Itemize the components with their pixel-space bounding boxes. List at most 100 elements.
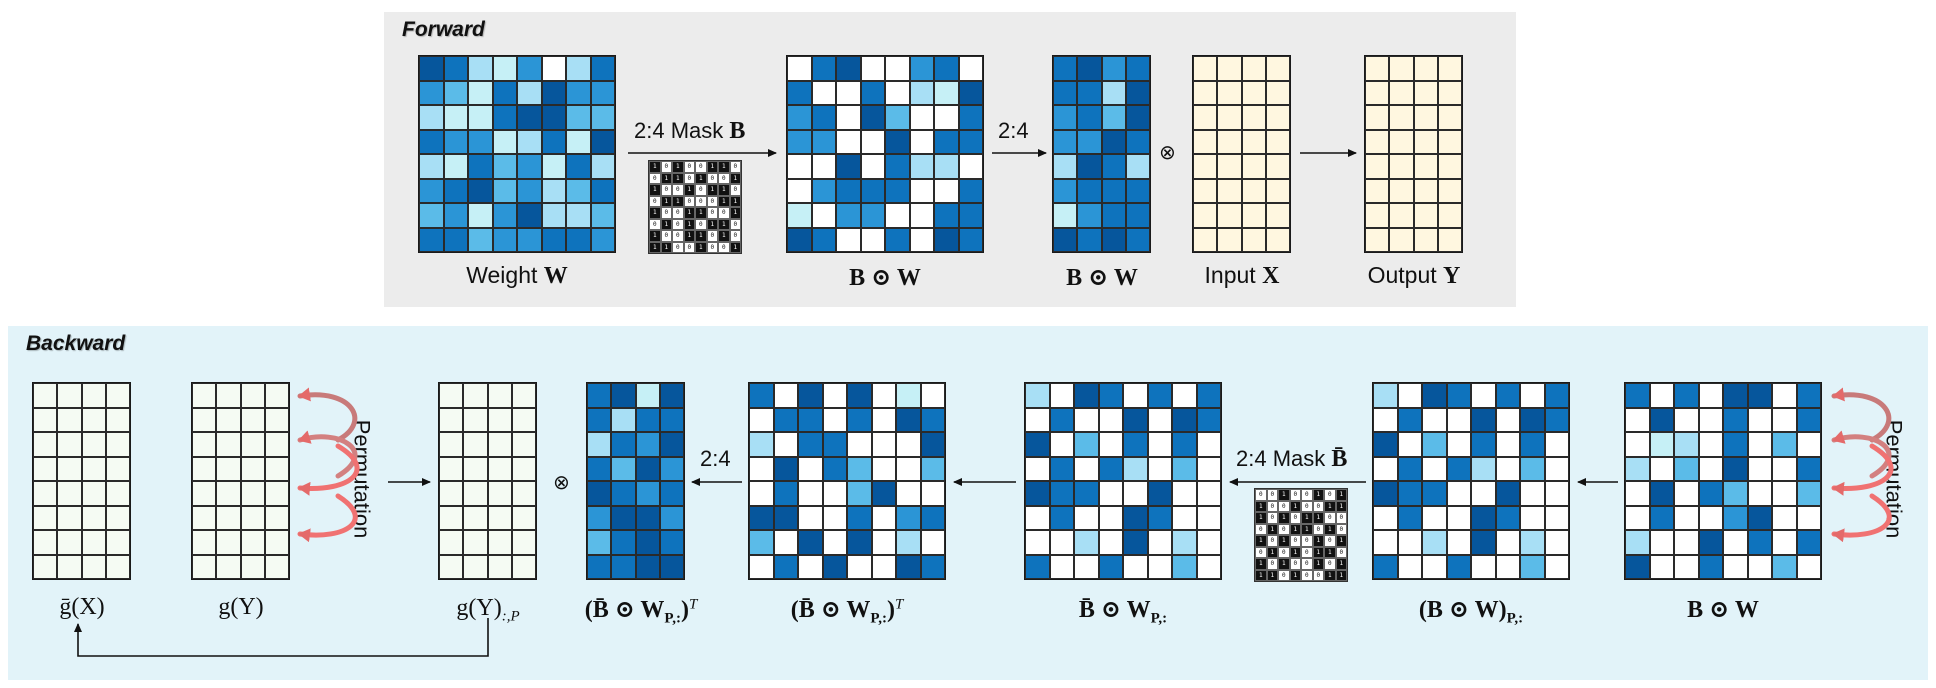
matrix-cell bbox=[541, 154, 566, 179]
matrix-cell bbox=[896, 456, 921, 481]
matrix-cell bbox=[1123, 481, 1148, 506]
matrix-cell bbox=[57, 407, 82, 432]
mask-cell: 0 bbox=[706, 172, 718, 184]
matrix-cell bbox=[611, 554, 636, 579]
matrix-cell bbox=[1397, 407, 1422, 432]
matrix-cell bbox=[749, 407, 774, 432]
mask-cell: 1 bbox=[1255, 535, 1267, 547]
matrix-cell bbox=[787, 129, 812, 154]
matrix-cell bbox=[1053, 227, 1078, 252]
mask-cell: 1 bbox=[1324, 546, 1336, 558]
matrix-cell bbox=[1397, 554, 1422, 579]
matrix-cell bbox=[492, 178, 517, 203]
matrix-cell bbox=[1495, 505, 1520, 530]
matrix-cell bbox=[659, 530, 684, 555]
mask-cell: 1 bbox=[1255, 569, 1267, 581]
matrix-cell bbox=[1025, 456, 1050, 481]
matrix-cell bbox=[1723, 554, 1748, 579]
mask-cell: 1 bbox=[1278, 558, 1290, 570]
mask-cell: 1 bbox=[1312, 546, 1324, 558]
matrix-cell bbox=[896, 407, 921, 432]
matrix-cell bbox=[1147, 383, 1172, 408]
matrix-cell bbox=[33, 530, 58, 555]
matrix-cell bbox=[1265, 178, 1290, 203]
matrix-cell bbox=[1077, 129, 1102, 154]
matrix-cell bbox=[1397, 481, 1422, 506]
matrix-cell bbox=[1495, 432, 1520, 457]
matrix-cell bbox=[1172, 554, 1197, 579]
matrix-cell bbox=[541, 105, 566, 130]
matrix-cell bbox=[885, 227, 910, 252]
input-matrix bbox=[1192, 55, 1291, 253]
mask-cell: 1 bbox=[649, 161, 661, 173]
matrix-cell bbox=[1698, 530, 1723, 555]
matrix-cell bbox=[836, 227, 861, 252]
mask-cell: 1 bbox=[718, 195, 730, 207]
matrix-cell bbox=[871, 383, 896, 408]
mask-cell: 0 bbox=[706, 195, 718, 207]
mask-cell: 0 bbox=[1266, 512, 1278, 524]
matrix-cell bbox=[33, 554, 58, 579]
matrix-cell bbox=[1471, 481, 1496, 506]
mask-cell: 0 bbox=[718, 207, 730, 219]
mask-cell: 1 bbox=[660, 218, 672, 230]
matrix-cell bbox=[1101, 154, 1126, 179]
matrix-cell bbox=[1217, 227, 1242, 252]
matrix-cell bbox=[1397, 456, 1422, 481]
matrix-cell bbox=[1265, 105, 1290, 130]
matrix-cell bbox=[439, 383, 464, 408]
matrix-cell bbox=[1495, 407, 1520, 432]
matrix-cell bbox=[1193, 203, 1218, 228]
matrix-cell bbox=[1373, 481, 1398, 506]
matrix-cell bbox=[1674, 505, 1699, 530]
matrix-cell bbox=[659, 481, 684, 506]
matrix-cell bbox=[1520, 456, 1545, 481]
matrix-cell bbox=[492, 203, 517, 228]
mask-cell: 0 bbox=[683, 241, 695, 253]
matrix-cell bbox=[1196, 530, 1221, 555]
forward-compress-label: 2:4 bbox=[998, 118, 1029, 143]
matrix-cell bbox=[1101, 105, 1126, 130]
matrix-cell bbox=[847, 554, 872, 579]
matrix-cell bbox=[1101, 80, 1126, 105]
matrix-cell bbox=[1389, 227, 1414, 252]
matrix-cell bbox=[798, 530, 823, 555]
mask-cell: 0 bbox=[695, 161, 707, 173]
matrix-cell bbox=[1365, 154, 1390, 179]
matrix-cell bbox=[192, 456, 217, 481]
matrix-cell bbox=[1446, 554, 1471, 579]
matrix-cell bbox=[33, 432, 58, 457]
matrix-cell bbox=[517, 129, 542, 154]
backward-mask-label: 2:4 Mask B̄ bbox=[1236, 446, 1348, 472]
matrix-cell bbox=[909, 203, 934, 228]
matrix-cell bbox=[1625, 432, 1650, 457]
matrix-cell bbox=[1373, 407, 1398, 432]
mask-cell: 0 bbox=[1278, 569, 1290, 581]
mask-cell: 0 bbox=[1335, 546, 1347, 558]
matrix-cell bbox=[1125, 56, 1150, 81]
matrix-cell bbox=[517, 80, 542, 105]
matrix-cell bbox=[1365, 56, 1390, 81]
matrix-cell bbox=[1125, 129, 1150, 154]
matrix-cell bbox=[1520, 383, 1545, 408]
matrix-cell bbox=[216, 383, 241, 408]
matrix-cell bbox=[1698, 407, 1723, 432]
mask-cell: 0 bbox=[718, 172, 730, 184]
matrix-cell bbox=[909, 80, 934, 105]
matrix-cell bbox=[1193, 227, 1218, 252]
matrix-cell bbox=[1397, 383, 1422, 408]
matrix-cell bbox=[847, 481, 872, 506]
matrix-cell bbox=[1520, 481, 1545, 506]
matrix-cell bbox=[1471, 456, 1496, 481]
mask-cell: 1 bbox=[706, 184, 718, 196]
matrix-cell bbox=[1544, 456, 1569, 481]
matrix-cell bbox=[439, 456, 464, 481]
matrix-cell bbox=[57, 383, 82, 408]
matrix-cell bbox=[749, 530, 774, 555]
matrix-cell bbox=[1413, 56, 1438, 81]
matrix-cell bbox=[1172, 481, 1197, 506]
mask-cell: 0 bbox=[1278, 500, 1290, 512]
matrix-cell bbox=[1796, 554, 1821, 579]
matrix-cell bbox=[1241, 203, 1266, 228]
matrix-cell bbox=[1147, 554, 1172, 579]
